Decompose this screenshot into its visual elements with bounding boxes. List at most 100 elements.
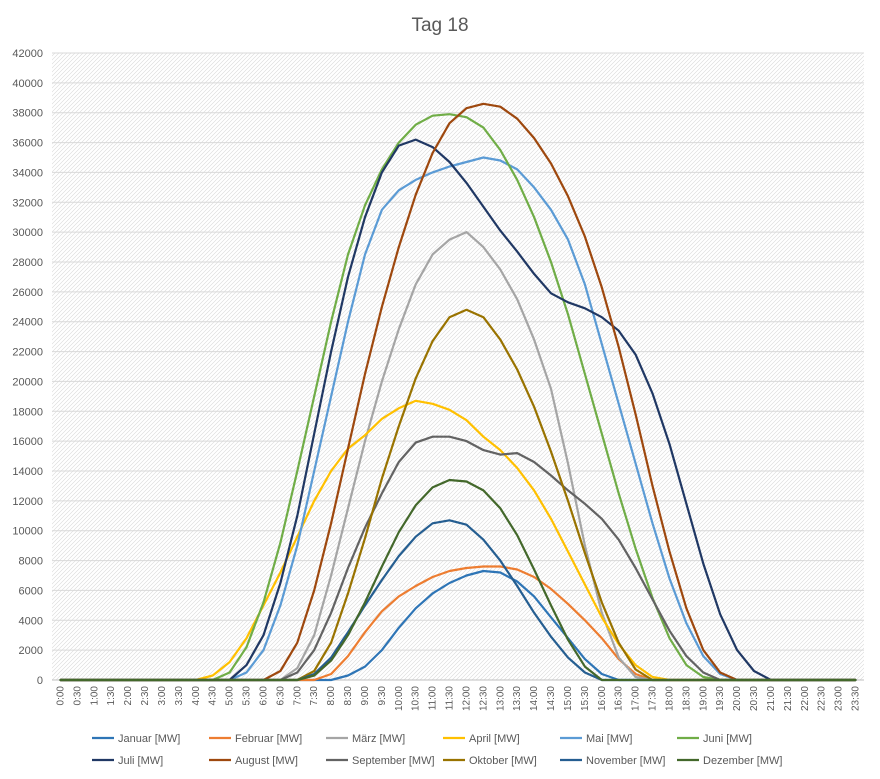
x-tick-label: 5:30 xyxy=(242,686,253,706)
x-tick-label: 20:00 xyxy=(732,686,743,711)
x-tick-label: 3:30 xyxy=(174,686,185,706)
y-tick-label: 40000 xyxy=(12,78,43,90)
y-tick-label: 12000 xyxy=(12,496,43,508)
x-tick-label: 1:00 xyxy=(89,686,100,706)
series-line xyxy=(59,569,857,682)
legend-label: August [MW] xyxy=(235,755,298,767)
x-tick-label: 20:30 xyxy=(749,686,760,711)
legend-label: Februar [MW] xyxy=(235,733,302,745)
x-tick-label: 0:30 xyxy=(72,686,83,706)
legend-label: Juli [MW] xyxy=(118,755,163,767)
series-line xyxy=(59,565,857,682)
x-tick-label: 2:30 xyxy=(140,686,151,706)
y-tick-label: 24000 xyxy=(12,317,43,329)
y-tick-label: 8000 xyxy=(19,556,43,568)
x-tick-label: 6:00 xyxy=(258,686,269,706)
x-tick-label: 0:00 xyxy=(55,686,66,706)
legend-label: April [MW] xyxy=(469,733,520,745)
chart-title: Tag 18 xyxy=(411,15,468,36)
y-tick-label: 4000 xyxy=(19,615,43,627)
series-line xyxy=(59,138,857,682)
series-lines xyxy=(59,102,857,682)
x-tick-label: 18:30 xyxy=(681,686,692,711)
series-line xyxy=(59,102,857,682)
legend-label: September [MW] xyxy=(352,755,435,767)
y-tick-label: 36000 xyxy=(12,138,43,150)
x-tick-label: 22:30 xyxy=(817,686,828,711)
y-tick-label: 18000 xyxy=(12,406,43,418)
x-tick-label: 18:00 xyxy=(664,686,675,711)
legend-label: Oktober [MW] xyxy=(469,755,537,767)
legend-label: Mai [MW] xyxy=(586,733,632,745)
x-tick-label: 16:00 xyxy=(597,686,608,711)
y-tick-label: 32000 xyxy=(12,197,43,209)
y-tick-label: 34000 xyxy=(12,167,43,179)
x-tick-label: 4:00 xyxy=(191,686,202,706)
y-tick-label: 16000 xyxy=(12,436,43,448)
x-tick-label: 17:00 xyxy=(631,686,642,711)
y-tick-label: 0 xyxy=(37,675,43,687)
x-tick-label: 7:30 xyxy=(309,686,320,706)
legend-label: Dezember [MW] xyxy=(703,755,782,767)
x-tick-label: 15:00 xyxy=(563,686,574,711)
x-tick-label: 23:30 xyxy=(851,686,862,711)
x-tick-label: 12:00 xyxy=(461,686,472,711)
x-tick-label: 6:30 xyxy=(275,686,286,706)
x-tick-label: 19:30 xyxy=(715,686,726,711)
y-tick-label: 14000 xyxy=(12,466,43,478)
x-tick-label: 14:00 xyxy=(529,686,540,711)
x-axis: 0:00 0:30 1:00 1:30 2:00 2:30 3:00 3:30 4:00 4:30… xyxy=(55,686,861,711)
x-tick-label: 7:00 xyxy=(292,686,303,706)
y-tick-label: 6000 xyxy=(19,585,43,597)
y-axis: 0 2000 4000 6000 8000 10000 12000 14000 16000 180… xyxy=(12,48,43,687)
x-tick-label: 13:00 xyxy=(495,686,506,711)
x-tick-label: 4:30 xyxy=(208,686,219,706)
x-tick-label: 3:00 xyxy=(157,686,168,706)
x-tick-label: 11:00 xyxy=(428,686,439,711)
x-tick-label: 13:30 xyxy=(512,686,523,711)
x-tick-label: 22:00 xyxy=(800,686,811,711)
y-tick-label: 22000 xyxy=(12,347,43,359)
x-tick-label: 8:30 xyxy=(343,686,354,706)
y-tick-label: 28000 xyxy=(12,257,43,269)
series-line xyxy=(59,519,857,682)
y-tick-label: 2000 xyxy=(19,645,43,657)
legend: Januar [MW] Februar [MW] März [MW] April [M… xyxy=(92,733,782,767)
x-tick-label: 23:00 xyxy=(834,686,845,711)
x-tick-label: 10:00 xyxy=(394,686,405,711)
x-tick-label: 9:30 xyxy=(377,686,388,706)
x-tick-label: 19:00 xyxy=(698,686,709,711)
legend-label: Juni [MW] xyxy=(703,733,752,745)
x-tick-label: 17:30 xyxy=(648,686,659,711)
x-tick-label: 11:30 xyxy=(445,686,456,711)
x-tick-label: 2:00 xyxy=(123,686,134,706)
x-tick-label: 16:30 xyxy=(614,686,625,711)
series-line xyxy=(59,113,857,682)
legend-label: Januar [MW] xyxy=(118,733,180,745)
legend-label: November [MW] xyxy=(586,755,665,767)
x-tick-label: 9:00 xyxy=(360,686,371,706)
series-line xyxy=(59,308,857,682)
x-tick-label: 14:30 xyxy=(546,686,557,711)
plot-area xyxy=(52,53,864,680)
series-line xyxy=(59,231,857,682)
y-tick-label: 20000 xyxy=(12,376,43,388)
y-tick-label: 30000 xyxy=(12,227,43,239)
y-tick-label: 38000 xyxy=(12,108,43,120)
x-tick-label: 1:30 xyxy=(106,686,117,706)
y-tick-label: 26000 xyxy=(12,287,43,299)
x-tick-label: 5:00 xyxy=(225,686,236,706)
series-line xyxy=(59,478,857,682)
x-tick-label: 15:30 xyxy=(580,686,591,711)
x-tick-label: 10:30 xyxy=(411,686,422,711)
series-line xyxy=(59,435,857,682)
x-tick-label: 21:00 xyxy=(766,686,777,711)
x-tick-label: 12:30 xyxy=(478,686,489,711)
series-line xyxy=(59,156,857,682)
legend-label: März [MW] xyxy=(352,733,405,745)
y-tick-label: 42000 xyxy=(12,48,43,60)
x-tick-label: 21:30 xyxy=(783,686,794,711)
y-tick-label: 10000 xyxy=(12,526,43,538)
